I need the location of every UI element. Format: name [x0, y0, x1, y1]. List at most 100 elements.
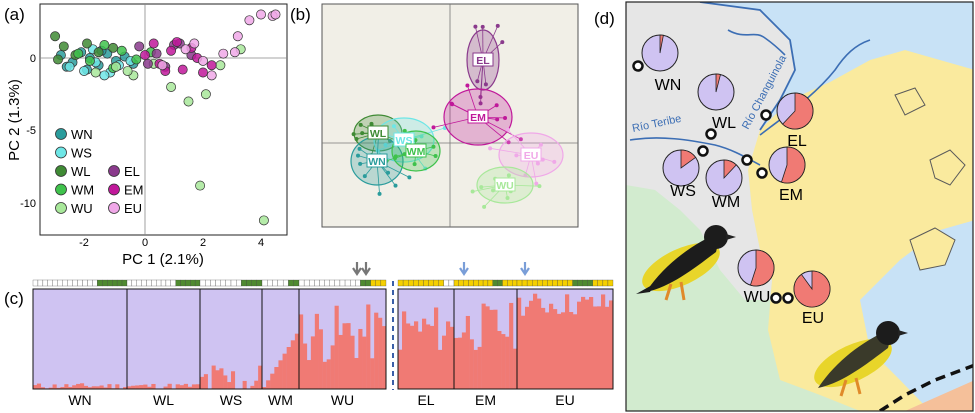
structure-bar: [577, 301, 582, 389]
dapc-point: [506, 140, 511, 145]
pca-point-eu: [270, 9, 281, 20]
map-island: [894, 87, 926, 116]
structure-strip-cell: [277, 279, 284, 287]
structure-strip-cell: [597, 279, 604, 287]
pca-point-em: [166, 45, 177, 56]
structure-strip-cell: [582, 279, 588, 287]
structure-strip-cell: [507, 279, 513, 287]
sampling-site-marker: [760, 109, 772, 121]
structure-bar: [362, 336, 367, 389]
structure-strip-cell: [32, 279, 39, 287]
structure-bar: [585, 299, 590, 389]
dapc-point: [479, 185, 484, 190]
structure-bar: [450, 326, 455, 389]
dapc-point: [356, 153, 361, 158]
pca-point-wu: [122, 66, 133, 77]
structure-bar: [457, 337, 463, 389]
structure-strip-cell: [87, 279, 93, 287]
structure-bar: [402, 311, 407, 389]
panel-a: (a) -2 0 2 4 0 -5 -10 PC 1 (2.1%) PC 2 (…: [4, 3, 288, 268]
map-border: [879, 363, 973, 411]
structure-strip-cell: [602, 279, 609, 287]
structure-strip-cell: [365, 279, 371, 287]
structure-bar-bg: [127, 289, 200, 389]
structure-bar: [561, 312, 566, 389]
pca-point-wm: [131, 54, 142, 65]
structure-strip-cell: [309, 279, 315, 287]
structure-bar: [80, 383, 85, 389]
panel-c-label: (c): [4, 289, 24, 308]
structure-bar: [135, 385, 140, 389]
map-sites: WN WL WS WM EL EM WU EU: [632, 34, 831, 327]
pca-point-em: [140, 50, 150, 61]
structure-bar: [227, 382, 232, 389]
structure-bar: [589, 297, 594, 389]
structure-strip-cell: [314, 279, 320, 287]
pca-plot-frame: [39, 3, 288, 236]
structure-strip-cell: [210, 279, 216, 287]
structure-bar: [350, 335, 355, 389]
legend-marker-wl: [55, 165, 67, 177]
dapc-point: [465, 83, 470, 88]
structure-strip-cell: [408, 279, 414, 287]
structure-strip-cell: [288, 279, 294, 287]
map-land-orange: [905, 380, 973, 411]
legend-marker-wm: [55, 183, 67, 196]
structure-strip-cell: [102, 279, 108, 287]
structure-strip-cell: [282, 279, 289, 287]
structure-bar: [418, 331, 423, 389]
structure-strip-cell: [324, 279, 330, 287]
map-land-gray: [626, 2, 795, 300]
structure-strip-cell: [562, 279, 568, 287]
structure-bar: [581, 296, 586, 389]
structure-bar: [454, 337, 459, 389]
dapc-point: [433, 154, 438, 159]
panel-c: (c) WN WL WS WM WU EL EM EU: [4, 262, 614, 408]
pca-ytick: 0: [30, 53, 36, 65]
structure-strip-cell: [433, 279, 439, 287]
structure-strip-cell: [502, 279, 508, 287]
legend-marker-em: [108, 183, 120, 196]
pca-point-wu: [90, 67, 101, 78]
structure-strip-cell: [116, 279, 123, 287]
dapc-point: [506, 173, 511, 178]
dapc-point: [491, 188, 496, 193]
pca-point-wu: [166, 82, 177, 92]
structure-bar: [219, 368, 224, 389]
structure-bar: [64, 384, 69, 389]
structure-bar: [299, 314, 304, 389]
structure-strip-cell: [438, 279, 444, 287]
structure-bar: [242, 380, 247, 389]
structure-strip-cell: [443, 279, 450, 287]
structure-bar: [477, 346, 482, 389]
structure-bar: [501, 334, 506, 389]
structure-strip-cell: [339, 279, 346, 287]
structure-strip-cell: [52, 279, 58, 287]
site-label: WS: [670, 183, 696, 200]
pca-point-wu: [111, 61, 121, 72]
structure-bar: [549, 303, 554, 389]
structure-bar: [139, 385, 144, 389]
pie-slice: [680, 149, 697, 169]
structure-bar: [446, 321, 451, 389]
dapc-label-em: EM: [470, 112, 486, 124]
pca-point-eu: [229, 47, 240, 58]
dapc-point: [495, 117, 500, 122]
structure-bar: [278, 360, 283, 389]
map-frame: [625, 1, 974, 412]
bird-illustration: [636, 225, 736, 301]
structure-bar: [115, 384, 120, 389]
structure-bar: [601, 294, 606, 389]
dapc-point: [500, 40, 505, 45]
dapc-point: [358, 122, 363, 127]
structure-bar: [322, 361, 327, 389]
structure-bar: [442, 335, 447, 389]
structure-bar: [342, 323, 347, 389]
structure-bar: [52, 384, 57, 389]
structure-strip-cell: [375, 279, 382, 287]
arrow-down-icon: [520, 262, 530, 276]
pca-point-wm: [73, 48, 84, 59]
panel-d-label: (d): [594, 9, 615, 28]
structure-group-label: WU: [331, 392, 354, 408]
map-island: [929, 149, 966, 186]
